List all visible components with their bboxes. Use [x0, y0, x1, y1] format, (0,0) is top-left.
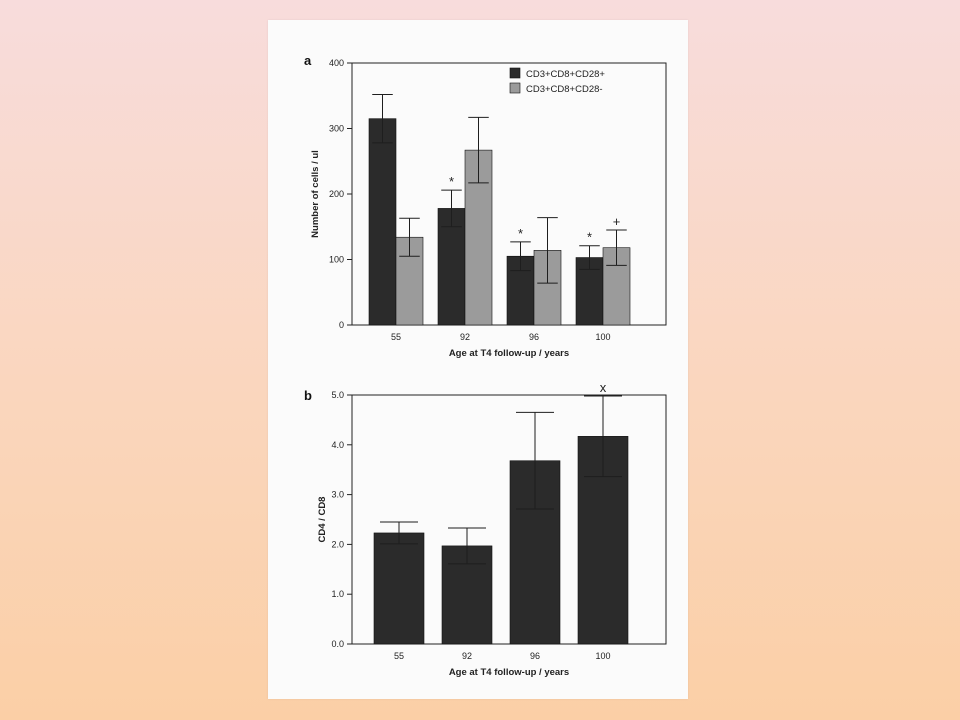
- figure-card: a 0 100 200 300 400 Number of cells / ul Age a…: [268, 20, 688, 699]
- panel-b-y-tick-label: 1.0: [331, 589, 344, 599]
- panel-a-legend-swatch: [509, 82, 521, 94]
- panel-b-letter: b: [304, 388, 312, 403]
- panel-a-bar: [395, 236, 424, 326]
- panel-b-bar: [373, 532, 425, 645]
- panel-b-y-tick-label: 4.0: [331, 440, 344, 450]
- panel-b-x-tick-label: 92: [462, 651, 472, 661]
- panel-b-y-tick-label: 0.0: [331, 639, 344, 649]
- panel-a-y-tick-label: 400: [329, 58, 344, 68]
- panel-a-x-tick-label: 55: [391, 332, 401, 342]
- panel-a-legend-label: CD3+CD8+CD28-: [526, 84, 603, 95]
- panel-b-y-tick-label: 3.0: [331, 490, 344, 500]
- panel-a-significance-marker: *: [449, 174, 454, 189]
- panel-a-letter: a: [304, 53, 312, 68]
- panel-a-x-tick-label: 92: [460, 332, 470, 342]
- panel-a-legend-label: CD3+CD8+CD28+: [526, 69, 605, 80]
- panel-b-chart: b 0.0 1.0 2.0 3.0 4.0 5.0 CD4 / CD8 Age at T4 f…: [304, 380, 667, 678]
- panel-a-x-tick-label: 100: [595, 332, 610, 342]
- panel-b-x-axis-title: Age at T4 follow-up / years: [449, 667, 569, 678]
- panel-a-bar: [368, 118, 397, 326]
- panel-b-plot-frame: [351, 394, 667, 645]
- panel-a-x-tick-label: 96: [529, 332, 539, 342]
- panel-a-x-axis-title: Age at T4 follow-up / years: [449, 348, 569, 359]
- panel-a-y-tick-label: 100: [329, 255, 344, 265]
- panel-a-significance-marker: *: [587, 230, 592, 245]
- panel-b-x-tick-label: 96: [530, 651, 540, 661]
- panel-a-significance-marker: *: [518, 226, 523, 241]
- panel-b-x-tick-label: 55: [394, 651, 404, 661]
- panel-a-y-axis-title: Number of cells / ul: [310, 150, 321, 238]
- panel-b-significance-marker: x: [600, 380, 607, 395]
- panel-b-y-axis-title: CD4 / CD8: [317, 497, 328, 543]
- figure-svg: a 0 100 200 300 400 Number of cells / ul Age a…: [304, 53, 667, 678]
- panel-b-x-tick-label: 100: [595, 651, 610, 661]
- panel-a-legend-swatch: [509, 67, 521, 79]
- panel-a-y-tick-label: 300: [329, 124, 344, 134]
- panel-a-chart: a 0 100 200 300 400 Number of cells / ul Age a…: [304, 53, 667, 359]
- panel-b-y-tick-label: 5.0: [331, 390, 344, 400]
- panel-a-y-tick-label: 0: [339, 320, 344, 330]
- panel-a-significance-marker: +: [613, 214, 621, 229]
- panel-b-y-tick-label: 2.0: [331, 539, 344, 549]
- panel-a-y-tick-label: 200: [329, 189, 344, 199]
